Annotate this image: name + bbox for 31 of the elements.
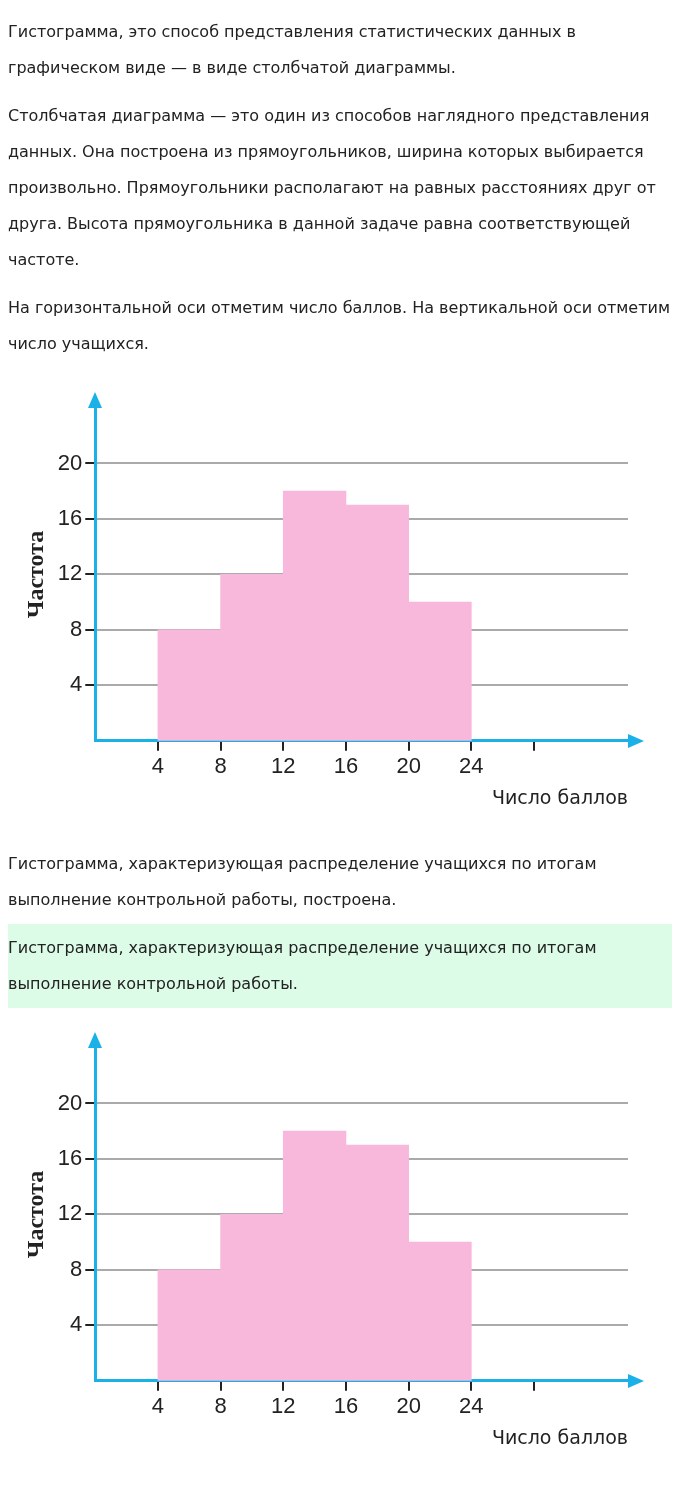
y-tick-label: 8	[70, 615, 83, 641]
y-tick-label: 12	[57, 560, 83, 586]
x-axis-title: Число баллов	[491, 785, 628, 808]
x-tick-label: 20	[396, 1393, 421, 1419]
y-tick-label: 12	[57, 1200, 83, 1226]
text: Гистограмма, характеризующая распределение учащихся по итогам выполнение контрольной работы, построена.	[8, 853, 598, 911]
y-tick-label: 16	[57, 1145, 83, 1170]
y-tick-label: 4	[70, 671, 83, 697]
x-tick-label: 12	[271, 1393, 296, 1419]
y-axis-title: Частота	[21, 530, 48, 619]
x-tick-label: 8	[214, 1393, 227, 1419]
x-tick-label: 16	[333, 1393, 359, 1419]
x-tick-label: 8	[214, 753, 227, 779]
y-tick-label: 4	[70, 1311, 83, 1337]
x-tick-label: 20	[396, 753, 421, 779]
x-tick-label: 16	[333, 753, 359, 779]
x-tick-label: 24	[459, 1393, 484, 1419]
y-tick-label: 20	[57, 1089, 83, 1115]
text: На горизонтальной оси отметим число баллов. На вертикальной оси отметим число учащихся.	[8, 297, 671, 355]
x-axis-title: Число баллов	[491, 1425, 628, 1448]
text: Гистограмма, это способ представления статистических данных в графическом виде — в виде столбчатой диаграммы.	[8, 21, 577, 79]
y-tick-label: 20	[57, 449, 83, 475]
y-tick-label: 8	[70, 1255, 83, 1281]
text: Гистограмма, характеризующая распределение учащихся по итогам выполнение контрольной работы.	[8, 924, 672, 1008]
x-tick-label: 4	[151, 753, 165, 779]
x-tick-label: 24	[459, 753, 484, 779]
text: Столбчатая диаграмма — это один из способов наглядного представления данных. Она построена из прямоугольников, ширина которых выбирается произвольно. Прямоугольники располагают на равных расстояниях друг от друга. Высота прямоугольника в данной задаче равна соответствующей частоте.	[8, 105, 657, 271]
y-tick-label: 16	[57, 505, 83, 530]
x-tick-label: 12	[271, 753, 296, 779]
y-axis-title: Частота	[21, 1170, 48, 1259]
x-tick-label: 4	[151, 1393, 165, 1419]
